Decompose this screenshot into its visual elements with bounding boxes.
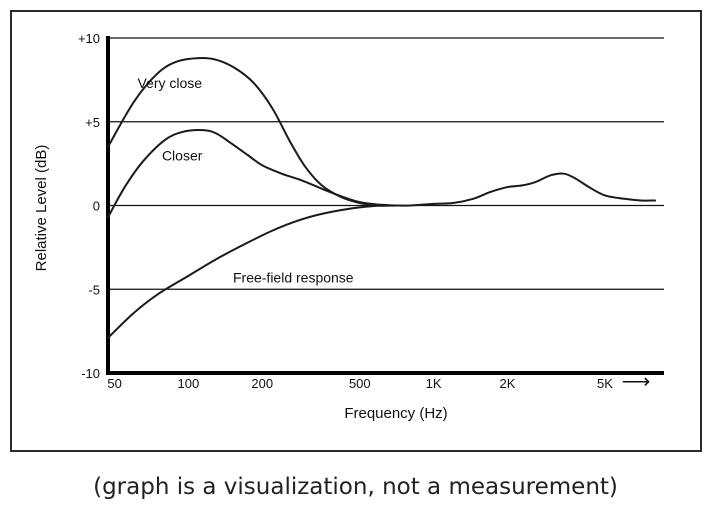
x-tick-label: 100 (178, 376, 200, 391)
x-tick-label: 200 (251, 376, 273, 391)
x-tick-label: 50 (107, 376, 121, 391)
series-label-free-field-response: Free-field response (233, 270, 354, 286)
series-label-closer: Closer (162, 147, 203, 163)
y-axis-label: Relative Level (dB) (33, 145, 50, 272)
frequency-response-chart: Very close Closer Free-field response +10 +… (10, 10, 702, 452)
x-axis-arrow-icon: ⟶ (622, 371, 651, 393)
x-tick-label: 1K (426, 376, 442, 391)
y-tick-label: -5 (88, 282, 100, 297)
series-line-free-field-response (107, 172, 657, 339)
chart-frame (10, 10, 702, 452)
y-tick-label: 0 (93, 199, 100, 214)
y-tick-label: +10 (78, 31, 100, 46)
x-tick-label: 5K (597, 376, 613, 391)
x-axis-label: Frequency (Hz) (344, 405, 447, 422)
x-tick-label: 500 (349, 376, 371, 391)
x-tick-label: 2K (499, 376, 515, 391)
y-tick-label: +5 (85, 115, 100, 130)
caption: (graph is a visualization, not a measure… (93, 474, 618, 500)
series-line-very-close (107, 57, 397, 207)
y-tick-label: -10 (81, 366, 100, 381)
series-label-very-close: Very close (137, 75, 202, 91)
series-line-closer (107, 129, 397, 219)
